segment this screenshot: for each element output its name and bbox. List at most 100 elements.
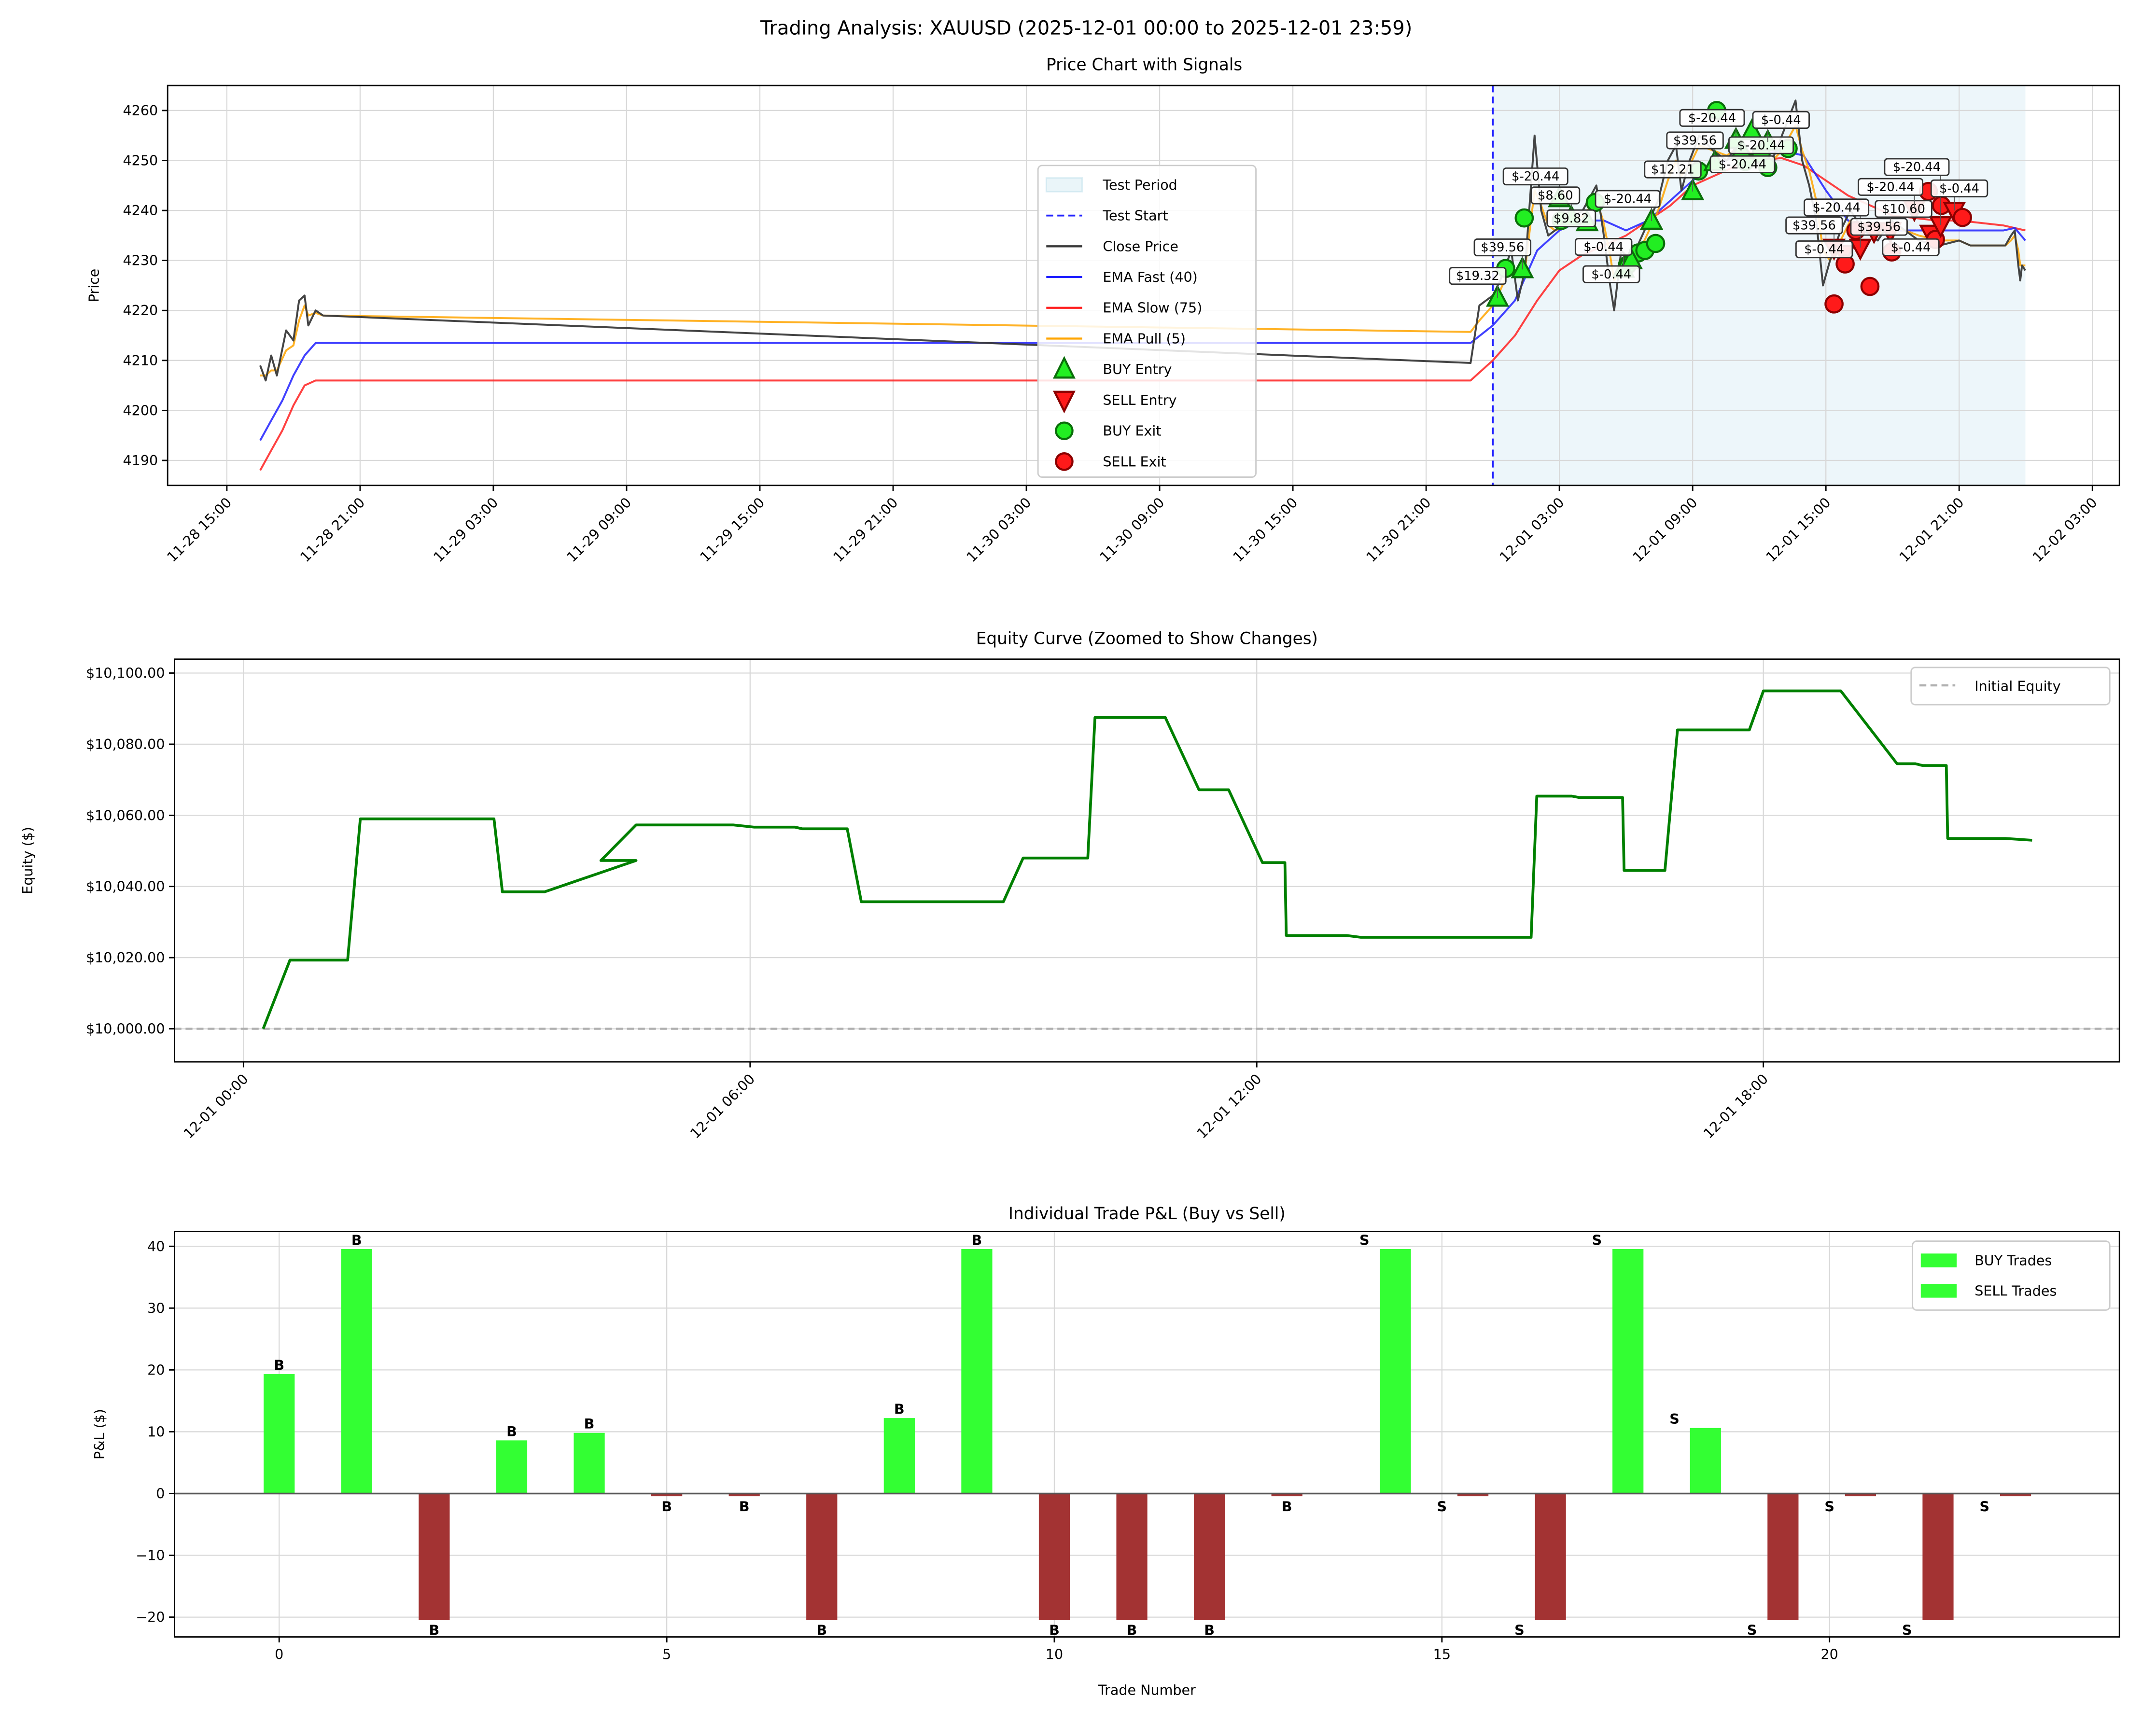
pnl-y-tick-label: 40 [147,1238,165,1254]
buy-trade-bar [961,1249,993,1494]
price-x-tick-label: 11-30 21:00 [1363,494,1434,565]
pnl-x-axis-label: Trade Number [1098,1682,1196,1698]
pnl-x-tick-label: 10 [1046,1646,1063,1662]
legend-item-sell-exit: SELL Exit [1055,452,1166,471]
trade-side-label: S [1669,1411,1680,1427]
trade-annotation: $-0.44 [1752,111,1810,142]
buy-trade-bar [419,1493,450,1620]
price-x-tick-label: 11-29 09:00 [563,494,634,565]
price-y-tick-label: 4190 [123,452,158,469]
legend-item-test-start: Test Start [1046,208,1168,224]
trade-label: $-0.44 [1591,267,1631,282]
trade-label-box [1850,218,1908,236]
trade-label-box [1795,240,1853,259]
equity-y-tick-label: $10,040.00 [86,878,165,895]
trade-annotation: $-20.44 [1858,178,1924,209]
trade-label-box [1666,131,1724,150]
trade-side-label: B [1049,1622,1060,1639]
sell-exit-marker [1860,277,1880,296]
trade-side-label: S [1824,1499,1834,1515]
trade-annotation: $-20.44 [1595,190,1661,221]
trade-label-box [1595,190,1661,208]
price-x-tick-label: 12-01 09:00 [1629,494,1700,565]
trade-label: $9.82 [1554,211,1589,226]
trade-label-box [1752,111,1810,129]
trade-annotation: $39.56 [1850,218,1908,236]
equity-axes-frame [174,658,2120,1063]
pnl-x-tick-label: 0 [275,1646,283,1662]
legend-label: BUY Trades [1974,1252,2052,1269]
pnl-x-tick-label: 5 [662,1646,671,1662]
trade-label: $-20.44 [1604,192,1652,207]
trade-label: $-0.44 [1761,113,1801,127]
equity-chart-panel: Equity Curve (Zoomed to Show Changes) Eq… [19,629,2120,1141]
sell-trade-bar [1380,1249,1411,1494]
equity-y-tick-label: $10,000.00 [86,1021,165,1037]
trade-label: $10.60 [1882,202,1925,216]
price-y-tick-label: 4240 [123,202,158,219]
trade-annotation: $-0.44 [1930,179,1988,211]
buy-trade-bar [1116,1493,1148,1620]
trade-side-label: B [972,1232,982,1248]
trade-annotation: $-0.44 [1795,240,1853,259]
pnl-legend-box [1912,1240,2111,1311]
trade-side-label: S [1437,1499,1447,1515]
legend-item-ema-slow-75: EMA Slow (75) [1046,300,1202,316]
trade-label-box [1449,267,1507,285]
trade-side-label: B [894,1401,905,1418]
price-x-tick-label: 11-29 15:00 [697,494,768,565]
buy-trade-bar [651,1493,683,1497]
legend-item-ema-pull-5: EMA Pull (5) [1046,330,1186,347]
buy-trade-bar [496,1440,528,1494]
trade-annotation: $-0.44 [1574,237,1633,269]
sell-trade-bar [1535,1493,1566,1620]
legend-item-buy-entry: BUY Entry [1052,356,1172,379]
trade-label-box [1546,209,1596,227]
trade-label-box [1785,216,1843,235]
trade-label: $8.60 [1538,188,1573,203]
trade-pnl-title: Individual Trade P&L (Buy vs Sell) [1008,1204,1286,1223]
trade-label-box [1582,265,1640,283]
trade-annotations: $19.32$39.56$-20.44$8.60$9.82$-0.44$-0.4… [1449,109,1988,298]
figure-title: Trading Analysis: XAUUSD (2025-12-01 00:… [760,17,1412,39]
trade-label: $39.56 [1857,220,1901,235]
triangle-down-icon [1052,390,1076,414]
price-legend-box [1037,165,1257,478]
trade-label: $-20.44 [1893,160,1941,175]
trade-annotation: $39.56 [1666,131,1724,163]
trade-side-label: S [1592,1232,1602,1248]
sell-trade-bar [2000,1493,2031,1497]
legend-label: SELL Trades [1974,1282,2057,1299]
pnl-legend: BUY Trades SELL Trades [1912,1240,2111,1311]
price-x-tick-label: 11-30 15:00 [1230,494,1301,565]
price-x-tick-label: 11-28 21:00 [297,494,368,565]
price-x-tick-label: 12-02 03:00 [2029,494,2100,565]
sell-trade-bar [1612,1249,1644,1494]
legend-label: BUY Exit [1103,423,1161,439]
trade-label: $-0.44 [1939,181,1979,196]
equity-y-tick-label: $10,020.00 [86,949,165,966]
trade-pnl-panel: Individual Trade P&L (Buy vs Sell) P&L (… [91,1204,2120,1698]
pnl-y-tick-label: −10 [136,1547,165,1564]
trade-side-label: B [1204,1622,1215,1639]
trade-side-label: B [351,1232,362,1248]
circle-icon [1055,452,1074,471]
trade-side-label: S [1902,1622,1912,1639]
trade-side-label: B [274,1357,284,1374]
sell-trade-bar [1457,1493,1489,1497]
trade-annotation: $-20.44 [1709,155,1776,173]
trade-label-box [1884,158,1950,176]
buy-exit-marker [1646,234,1666,253]
trade-side-label: B [739,1499,750,1515]
price-y-tick-label: 4210 [123,352,158,369]
price-chart-panel: Price Chart with Signals Price 4190 4200 4… [85,56,2120,565]
sell-exit-marker [1824,294,1844,314]
price-x-tick-label: 11-30 09:00 [1096,494,1167,565]
trade-side-label: B [1282,1499,1292,1515]
buy-trade-bar [1038,1493,1070,1620]
legend-item-test-period: Test Period [1045,177,1177,193]
legend-label: Test Start [1102,208,1168,224]
legend-swatch [1920,1253,1957,1267]
legend-item-ema-fast-40: EMA Fast (40) [1046,269,1198,285]
